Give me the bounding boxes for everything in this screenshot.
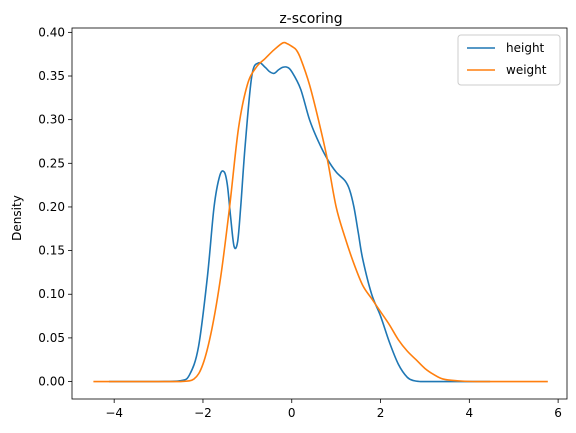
plot-frame	[71, 27, 568, 400]
y-tick-label: 0.30	[38, 113, 65, 127]
legend: height weight	[457, 34, 561, 86]
y-tick-label: 0.20	[38, 200, 65, 214]
legend-label-weight: weight	[506, 63, 547, 77]
legend-label-height: height	[506, 41, 545, 55]
y-axis-title: Density	[10, 195, 24, 241]
x-tick-label: 6	[554, 406, 562, 420]
y-tick-label: 0.40	[38, 25, 65, 39]
y-tick-label: 0.00	[38, 375, 65, 389]
x-tick-label: 4	[466, 406, 474, 420]
series-lines	[93, 41, 548, 383]
y-tick-label: 0.35	[38, 69, 65, 83]
x-tick-label: 2	[377, 406, 385, 420]
x-tick-label: −2	[194, 406, 212, 420]
x-tick-label: 0	[288, 406, 296, 420]
y-axis-ticks: 0.00 0.05 0.10 0.15 0.20 0.25 0.30 0.35 0.40	[38, 25, 72, 389]
x-tick-label: −4	[105, 406, 123, 420]
series-line-weight	[93, 41, 548, 383]
y-tick-label: 0.10	[38, 287, 65, 301]
x-axis-ticks: −4 −2 0 2 4 6	[105, 399, 562, 420]
series-line-height	[108, 61, 491, 383]
y-tick-label: 0.15	[38, 244, 65, 258]
y-tick-label: 0.05	[38, 331, 65, 345]
y-tick-label: 0.25	[38, 156, 65, 170]
chart-title: z-scoring	[279, 11, 342, 27]
